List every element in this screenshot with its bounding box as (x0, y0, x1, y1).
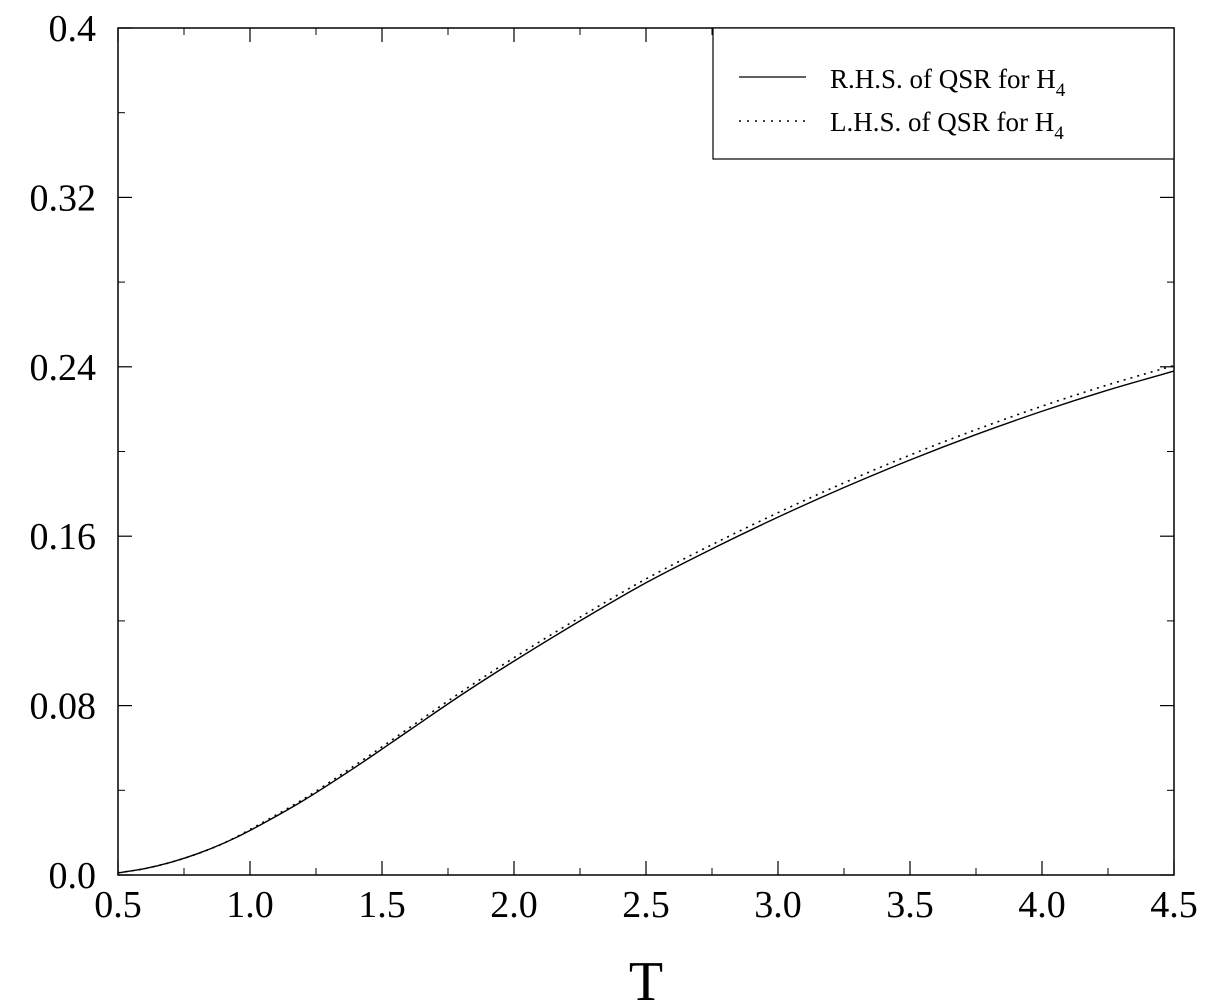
legend: R.H.S. of QSR for H4 L.H.S. of QSR for H… (712, 27, 1175, 160)
x-tick-label: 2.5 (622, 884, 670, 926)
y-tick-label: 0.0 (49, 855, 97, 897)
series-line-lhs (117, 364, 1175, 874)
tick-labels: 0.5 1.0 1.5 2.0 2.5 3.0 3.5 4.0 4.5 0.0 0.08 0.16 0.… (30, 8, 1198, 926)
x-tick-label: 1.0 (226, 884, 274, 926)
x-tick-label: 4.0 (1018, 884, 1066, 926)
legend-label-rhs: R.H.S. of QSR for H4 (830, 64, 1066, 101)
x-tick-label: 0.5 (94, 884, 142, 926)
series-line-rhs (117, 370, 1175, 874)
x-tick-label: 4.5 (1150, 884, 1198, 926)
legend-label-lhs: L.H.S. of QSR for H4 (830, 107, 1064, 144)
y-tick-label: 0.08 (30, 686, 97, 728)
legend-box (712, 27, 1175, 160)
x-tick-label: 1.5 (358, 884, 406, 926)
y-tick-label: 0.16 (30, 516, 97, 558)
legend-label-lhs-main: L.H.S. of QSR for H (830, 107, 1054, 137)
y-tick-label: 0.32 (30, 177, 97, 219)
y-tick-label: 0.4 (49, 8, 97, 50)
x-axis-title: T (629, 951, 663, 1006)
x-tick-label: 2.0 (490, 884, 538, 926)
legend-label-rhs-main: R.H.S. of QSR for H (830, 64, 1056, 94)
series-layer (117, 364, 1175, 874)
x-tick-label: 3.0 (754, 884, 802, 926)
legend-label-rhs-sub: 4 (1056, 80, 1066, 101)
y-tick-label: 0.24 (30, 347, 97, 389)
legend-label-lhs-sub: 4 (1054, 123, 1064, 144)
x-tick-label: 3.5 (886, 884, 934, 926)
